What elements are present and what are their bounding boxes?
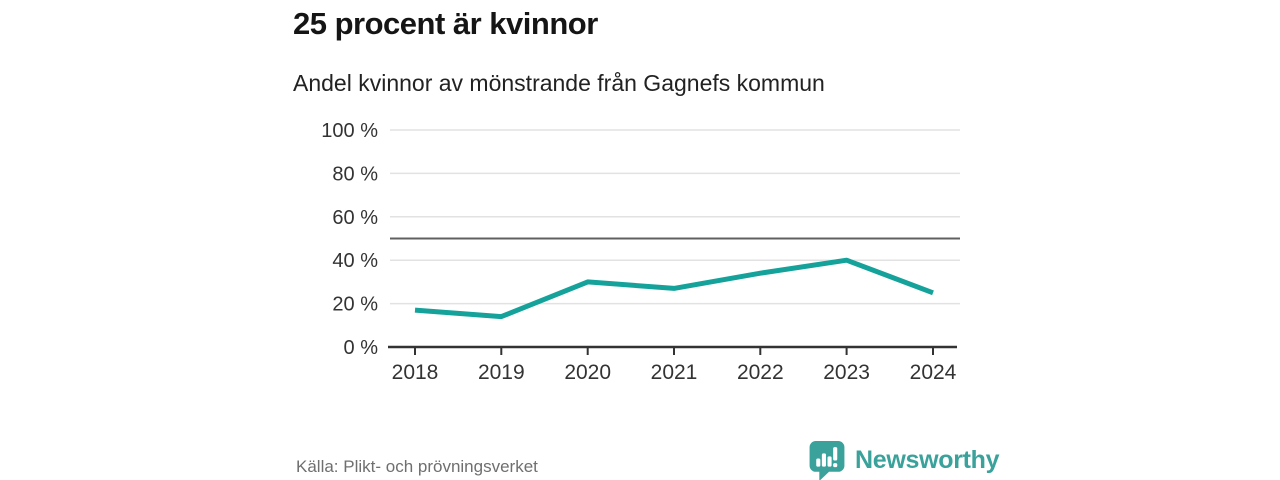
y-tick-label: 60 % [332, 207, 378, 229]
x-tick-label: 2020 [564, 361, 611, 384]
data-line-andel-kvinnor [414, 257, 934, 320]
x-tick-label: 2021 [651, 361, 698, 384]
chart-subtitle: Andel kvinnor av mönstrande från Gagnefs… [293, 70, 825, 96]
x-tick-label: 2024 [910, 361, 957, 384]
x-tick-label: 2018 [392, 361, 439, 384]
source-label: Källa: Plikt- och prövningsverket [296, 457, 538, 476]
line-chart: 0 % 20 % 40 % 60 % 80 % 100 % 2018 2019 2020 2021… [290, 110, 970, 385]
x-tick-label: 2022 [737, 361, 784, 384]
x-tick-label: 2019 [478, 361, 525, 384]
y-tick-label: 20 % [332, 294, 378, 316]
y-tick-label: 100 % [321, 120, 378, 142]
y-tick-label: 0 % [344, 337, 379, 359]
brand-name: Newsworthy [855, 446, 1000, 474]
newsworthy-logo: Newsworthy [808, 440, 1000, 480]
chart-title: 25 procent är kvinnor [293, 6, 598, 41]
line-chart-svg: 0 % 20 % 40 % 60 % 80 % 100 % 2018 2019 2020 2021… [321, 120, 960, 384]
bar-chart-speech-bubble-icon [808, 440, 846, 480]
y-tick-label: 80 % [332, 163, 378, 185]
y-tick-label: 40 % [332, 250, 378, 272]
x-tick-label: 2023 [823, 361, 870, 384]
